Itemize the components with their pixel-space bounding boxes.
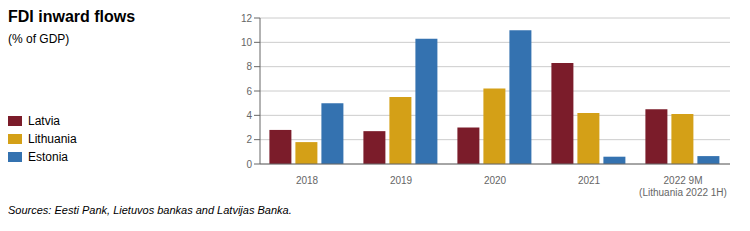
svg-text:2021: 2021	[578, 175, 601, 186]
html-text:Estonia: Estonia	[28, 150, 68, 164]
svg-text:8: 8	[246, 61, 252, 72]
svg-text:10: 10	[241, 37, 253, 48]
svg-text:2018: 2018	[296, 175, 319, 186]
svg-text:0: 0	[246, 159, 252, 170]
html-text:(% of GDP): (% of GDP)	[8, 32, 70, 46]
html-text:Lithuania: Lithuania	[28, 132, 77, 146]
html-text:Sources: Eesti Pank, Lietuvos: Sources: Eesti Pank, Lietuvos bankas and…	[8, 204, 292, 216]
svg-text:6: 6	[246, 86, 252, 97]
svg-text:4: 4	[246, 110, 252, 121]
svg-text:2020: 2020	[484, 175, 507, 186]
html-text:Latvia: Latvia	[28, 114, 60, 128]
svg-text:2019: 2019	[390, 175, 413, 186]
svg-text:12: 12	[241, 13, 253, 24]
svg-text:2: 2	[246, 134, 252, 145]
html-text:FDI inward flows: FDI inward flows	[8, 8, 136, 25]
svg-text:2022 9M(Lithuania 2022 1H): 2022 9M(Lithuania 2022 1H)	[639, 175, 727, 198]
